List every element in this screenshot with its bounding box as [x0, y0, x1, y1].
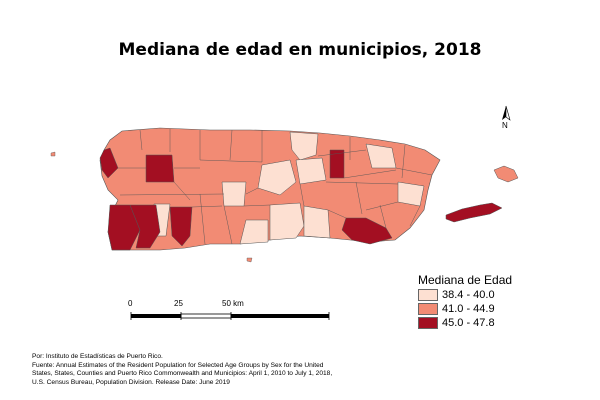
- municipio-boundaries: [118, 129, 433, 245]
- footer-line-4: U.S. Census Bureau, Population Division.…: [32, 378, 230, 386]
- scale-label-50: 50 km: [222, 299, 244, 308]
- municipio-light-2: [257, 159, 297, 196]
- municipio-light-7: [269, 202, 305, 241]
- scale-bar: [130, 312, 330, 320]
- map-title: Mediana de edad en municipios, 2018: [118, 40, 482, 60]
- desecheo-islet: [50, 151, 56, 157]
- footer-line-1: Por: Instituto de Estadísticas de Puerto…: [32, 353, 163, 360]
- legend-swatch-low: [418, 289, 438, 302]
- scale-label-25: 25: [174, 299, 183, 308]
- municipio-light-6: [221, 181, 247, 207]
- municipio-dark-5: [129, 204, 161, 249]
- source-footer: Por: Instituto de Estadísticas de Puerto…: [32, 353, 572, 387]
- caja-de-muertos-islet: [246, 257, 253, 263]
- north-label: N: [502, 121, 508, 130]
- north-arrow-icon: [502, 105, 511, 121]
- municipio-dark-2: [145, 154, 175, 183]
- municipio-light-8: [239, 219, 269, 245]
- vieques-island: [445, 202, 503, 223]
- scale-label-0: 0: [128, 299, 133, 308]
- culebra-island: [493, 165, 519, 183]
- legend-item-low: 38.4 - 40.0: [418, 289, 495, 303]
- municipio-dark-7: [341, 217, 393, 245]
- legend-title: Mediana de Edad: [418, 273, 513, 287]
- municipio-light-9: [303, 205, 331, 239]
- legend-item-high: 45.0 - 47.8: [418, 317, 495, 331]
- municipio-light-5: [397, 181, 425, 207]
- legend-swatch-high: [418, 317, 438, 330]
- municipio-dark-6: [169, 206, 193, 247]
- municipio-light-1: [289, 131, 319, 161]
- municipio-dark-1: [99, 147, 119, 179]
- footer-line-3: States, States, Counties and Puerto Rico…: [32, 370, 333, 378]
- legend-swatch-mid: [418, 303, 438, 316]
- municipio-light-3: [295, 157, 327, 185]
- footer-line-2: Fuente: Annual Estimates of the Resident…: [32, 361, 324, 369]
- legend-item-mid: 41.0 - 44.9: [418, 303, 495, 317]
